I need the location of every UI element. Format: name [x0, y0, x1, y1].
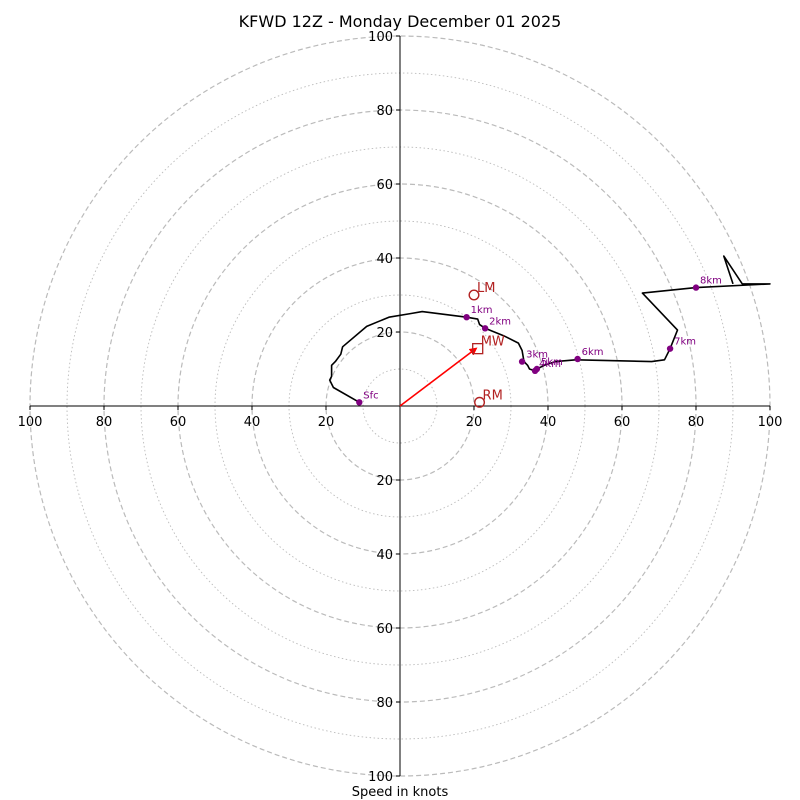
- hodograph-trace: [328, 255, 771, 407]
- x-tick-label: 80: [96, 415, 113, 430]
- y-tick-label: 20: [376, 474, 393, 489]
- x-tick-label: 20: [466, 415, 483, 430]
- tick-labels: 100 100 80 80 60 60 40 40 20 20 20 20 40 40 60 60 80 80 10…: [18, 30, 783, 785]
- height-point-label: 1km: [471, 305, 493, 316]
- storm-motion-circle: [474, 396, 486, 408]
- height-point-label: 5km: [541, 357, 563, 368]
- x-tick-label: 40: [244, 415, 261, 430]
- x-tick-label: 80: [688, 415, 705, 430]
- storm-motion-label: RM: [483, 388, 503, 403]
- y-tick-label: 40: [376, 548, 393, 563]
- storm-motion-circle: [468, 289, 480, 301]
- height-point-marker: [574, 355, 581, 363]
- mean-wind-arrow: [399, 347, 478, 407]
- y-tick-label: 40: [376, 252, 393, 267]
- height-point-marker: [666, 345, 674, 352]
- height-point-marker: [518, 358, 526, 365]
- y-tick-label: 20: [376, 326, 393, 341]
- height-point-label: Sfc: [363, 390, 378, 401]
- x-tick-label: 100: [18, 415, 43, 430]
- y-tick-label: 60: [376, 178, 393, 193]
- height-point-label: 4km: [539, 359, 561, 370]
- wind-trace-line: [328, 255, 771, 403]
- x-tick-label: 60: [614, 415, 631, 430]
- y-tick-label: 80: [376, 104, 393, 119]
- chart-title: KFWD 12Z - Monday December 01 2025: [239, 12, 562, 31]
- storm-motion-markers: LM MW RM: [468, 281, 505, 408]
- height-point-marker: [481, 325, 489, 332]
- x-tick-label: 100: [758, 415, 783, 430]
- height-point-label: 6km: [582, 347, 604, 358]
- height-point-label: 3km: [526, 350, 548, 361]
- x-tick-label: 60: [170, 415, 187, 430]
- x-axis-label: Speed in knots: [352, 785, 449, 800]
- y-tick-label: 80: [376, 696, 393, 711]
- y-tick-label: 100: [368, 770, 393, 785]
- height-point-label: 7km: [674, 337, 696, 348]
- x-tick-label: 40: [540, 415, 557, 430]
- storm-motion-square: [472, 342, 484, 355]
- storm-motion-label: MW: [481, 335, 505, 350]
- x-tick-label: 20: [318, 415, 335, 430]
- height-point-marker: [356, 399, 363, 406]
- height-point-label: 2km: [489, 316, 511, 327]
- height-point-marker: [463, 314, 470, 321]
- height-point-marker: [692, 284, 700, 291]
- y-tick-label: 100: [368, 30, 393, 45]
- storm-motion-label: LM: [477, 281, 495, 296]
- y-tick-label: 60: [376, 622, 393, 637]
- height-point-marker: [533, 365, 541, 373]
- height-point-label: 8km: [700, 276, 722, 287]
